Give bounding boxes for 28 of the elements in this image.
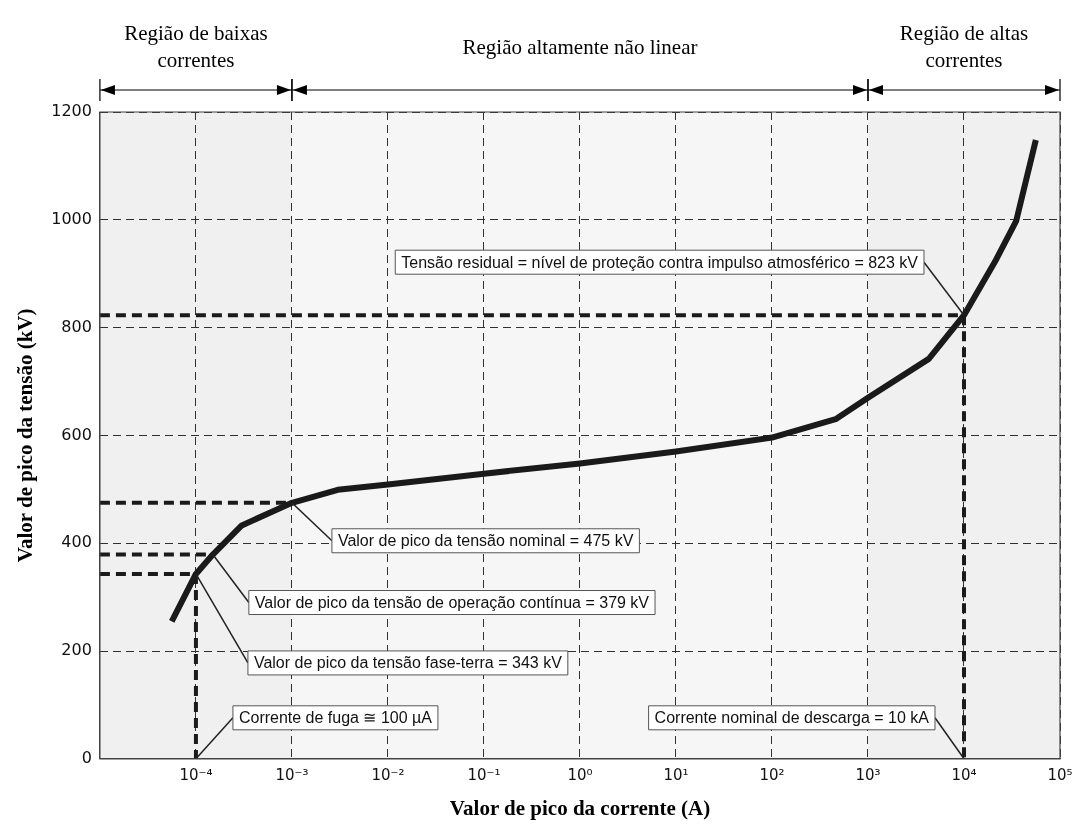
x-tick-label: 10⁻³: [275, 765, 309, 784]
x-tick-label: 10⁴: [951, 765, 977, 784]
band-label: Região de baixas correntes: [124, 21, 268, 73]
y-tick-label: 400: [61, 532, 92, 552]
annotation: Valor de pico da tensão fase-terra = 343 kV: [253, 654, 563, 672]
y-tick-label: 0: [81, 747, 92, 767]
x-tick-label: 10¹: [663, 765, 689, 784]
y-tick-label: 1000: [51, 208, 92, 228]
annotation: Corrente de fuga ≅ 100 µA: [238, 709, 433, 727]
x-tick-label: 10³: [855, 765, 881, 784]
annotation: Tensão residual = nível de proteção contra impulso atmosférico = 823 kV: [401, 253, 919, 271]
x-tick-label: 10⁻²: [371, 765, 405, 784]
y-axis-title: Valor de pico da tensão (kV): [13, 308, 38, 563]
y-tick-label: 1200: [51, 101, 92, 121]
annotation: Valor de pico da tensão nominal = 475 kV: [337, 532, 634, 550]
band-label: Região altamente não linear: [462, 34, 698, 59]
x-tick-label: 10⁵: [1047, 765, 1073, 784]
x-axis-title: Valor de pico da corrente (A): [449, 795, 711, 820]
y-tick-label: 800: [61, 316, 92, 336]
x-tick-label: 10⁻¹: [467, 765, 501, 784]
annotation: Valor de pico da tensão de operação contínua = 379 kV: [254, 593, 650, 611]
x-tick-label: 10⁻⁴: [179, 765, 213, 784]
annotation: Corrente nominal de descarga = 10 kA: [654, 709, 930, 727]
x-tick-label: 10⁰: [567, 765, 593, 784]
y-tick-label: 600: [61, 424, 92, 444]
x-tick-label: 10²: [759, 765, 785, 784]
band-label: Região de altas correntes: [899, 21, 1029, 73]
y-tick-label: 200: [61, 640, 92, 660]
